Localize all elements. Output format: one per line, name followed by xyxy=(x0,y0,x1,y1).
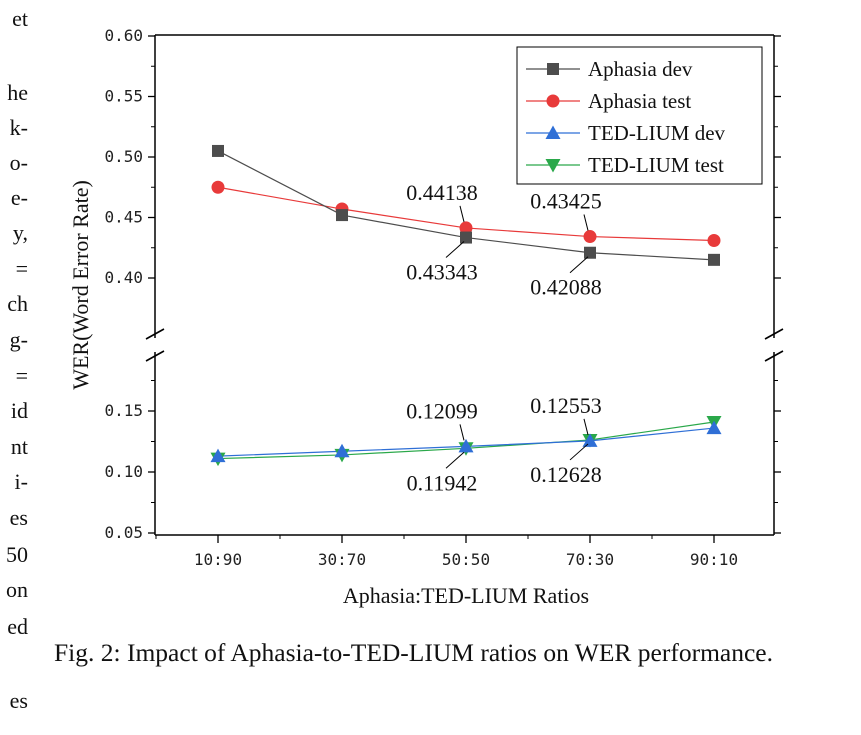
y-axis-label: WER(Word Error Rate) xyxy=(68,180,93,390)
data-point xyxy=(582,433,598,447)
data-label: 0.11942 xyxy=(407,470,478,495)
legend-marker xyxy=(546,94,560,108)
column-fragment: es xyxy=(9,688,28,713)
data-point xyxy=(583,230,597,244)
y-tick-label: 0.15 xyxy=(104,401,143,420)
data-label: 0.12628 xyxy=(530,462,602,487)
legend-label: Aphasia test xyxy=(588,89,691,113)
legend-label: TED-LIUM dev xyxy=(588,121,726,145)
column-fragment: nt xyxy=(10,434,28,459)
data-point xyxy=(458,438,474,453)
legend-marker xyxy=(545,125,561,139)
x-tick-label: 30:70 xyxy=(318,550,366,569)
data-point xyxy=(584,246,596,259)
data-label: 0.12099 xyxy=(406,398,478,423)
column-fragment: id xyxy=(10,398,28,423)
column-fragment: 50 xyxy=(6,542,28,567)
data-point xyxy=(706,420,722,435)
annotation-leader xyxy=(583,418,589,435)
y-tick-label: 0.60 xyxy=(104,26,143,45)
x-tick-label: 70:30 xyxy=(566,550,614,569)
axis-break-mark xyxy=(145,350,165,362)
column-fragment: = xyxy=(15,363,28,388)
column-fragment: e- xyxy=(10,185,28,210)
data-point xyxy=(707,233,721,247)
legend-label: TED-LIUM test xyxy=(588,153,724,177)
figure-caption: Fig. 2: Impact of Aphasia-to-TED-LIUM ra… xyxy=(54,638,774,667)
data-point xyxy=(211,180,225,194)
data-label: 0.42088 xyxy=(530,275,602,300)
column-fragment: k- xyxy=(9,115,28,140)
column-fragment: ed xyxy=(7,614,28,639)
column-fragment: et xyxy=(12,6,28,31)
y-tick-label: 0.45 xyxy=(104,208,143,227)
column-fragment: ch xyxy=(7,291,28,316)
annotation-leader xyxy=(445,451,465,469)
annotation-leader xyxy=(569,443,589,461)
legend-marker xyxy=(545,159,561,173)
column-fragment: on xyxy=(6,577,28,602)
data-point xyxy=(212,144,224,157)
annotation-leader xyxy=(459,424,465,441)
data-point xyxy=(460,231,472,244)
x-tick-label: 10:90 xyxy=(194,550,242,569)
chart-series xyxy=(210,144,722,467)
y-tick-label: 0.55 xyxy=(104,87,143,106)
annotation-leader xyxy=(583,214,589,231)
annotation-leader xyxy=(445,241,465,258)
data-point xyxy=(708,253,720,266)
x-tick-label: 50:50 xyxy=(442,550,490,569)
column-fragment: y, xyxy=(12,220,28,245)
legend-label: Aphasia dev xyxy=(588,57,693,81)
column-fragment: o- xyxy=(9,150,28,175)
axis-break-mark xyxy=(764,350,784,362)
column-fragment: es xyxy=(9,505,28,530)
y-tick-label: 0.10 xyxy=(104,462,143,481)
data-point xyxy=(336,209,348,222)
data-point xyxy=(210,448,226,463)
x-axis-label: Aphasia:TED-LIUM Ratios xyxy=(343,583,589,608)
y-tick-label: 0.50 xyxy=(104,147,143,166)
data-point xyxy=(459,221,473,235)
wer-line-chart: 0.40 0.45 0.50 0.55 0.60 0.05 0.10 0.15 10:90 30:… xyxy=(68,26,784,608)
data-label: 0.44138 xyxy=(406,180,478,205)
column-fragment: g- xyxy=(9,327,28,352)
legend-marker xyxy=(547,63,559,75)
axis-break-mark xyxy=(764,328,784,340)
chart-annotations: 0.44138 0.43425 0.43343 0.42088 0.12099 0.125… xyxy=(406,180,602,495)
data-label: 0.12553 xyxy=(530,393,602,418)
data-label: 0.43425 xyxy=(530,189,602,214)
data-point xyxy=(334,443,350,458)
annotation-leader xyxy=(459,205,465,223)
chart-axes: 0.40 0.45 0.50 0.55 0.60 0.05 0.10 0.15 10:90 30:… xyxy=(104,26,784,569)
data-label: 0.43343 xyxy=(406,260,478,285)
annotation-leader xyxy=(569,256,589,274)
chart-legend: Aphasia dev Aphasia test TED-LIUM dev TED-L… xyxy=(516,46,763,185)
x-tick-label: 90:10 xyxy=(690,550,738,569)
column-fragment: i- xyxy=(14,469,28,494)
column-fragment: he xyxy=(7,80,28,105)
adjacent-column-text: et he k-o-e-y, = ch g- = id nt i-es 50 on ed es xyxy=(0,0,30,735)
column-fragment: = xyxy=(15,256,28,281)
y-tick-label: 0.05 xyxy=(104,523,143,542)
axis-break-mark xyxy=(145,328,165,340)
y-tick-label: 0.40 xyxy=(104,268,143,287)
